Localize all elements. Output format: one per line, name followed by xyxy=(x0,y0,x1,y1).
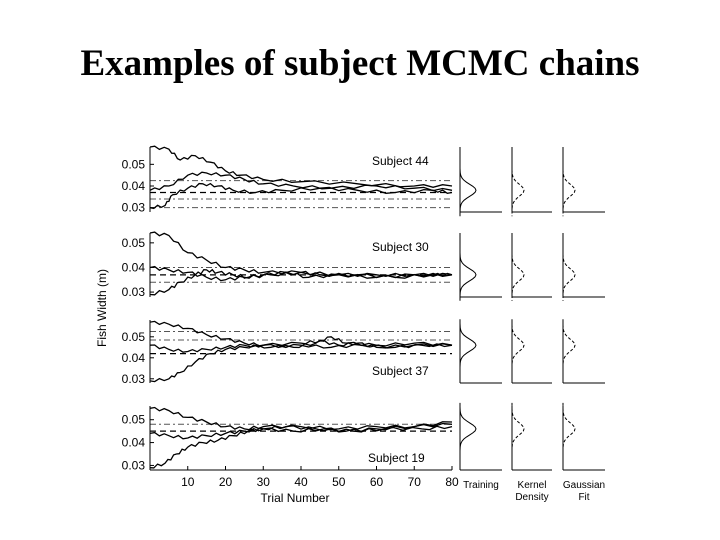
chain-series xyxy=(149,343,453,353)
x-axis-label: Trial Number xyxy=(261,491,330,505)
y-tick-label: 0.03 xyxy=(122,372,146,386)
slide-title: Examples of subject MCMC chains xyxy=(80,43,640,84)
density-curve xyxy=(562,164,576,217)
density-curve xyxy=(511,164,525,217)
density-label-fit: Fit xyxy=(578,492,589,503)
density-curve xyxy=(511,402,525,455)
panel-4 xyxy=(149,402,605,471)
density-label-density: Density xyxy=(515,492,548,503)
chain-series xyxy=(149,425,453,440)
chain-series xyxy=(149,231,453,277)
chain-series xyxy=(149,336,453,383)
y-tick-label: 0.05 xyxy=(122,413,146,427)
density-label-training: Training xyxy=(463,480,499,491)
x-tick-label: 40 xyxy=(294,475,308,489)
density-curve xyxy=(459,164,477,217)
y-tick-label: 0.03 xyxy=(122,285,146,299)
subject-label: Subject 19 xyxy=(368,451,425,465)
density-curve xyxy=(562,402,576,455)
density-curve xyxy=(562,248,576,301)
y-tick-label: 0.04 xyxy=(122,260,146,274)
y-tick-label: 0.04 xyxy=(122,436,146,450)
x-tick-label: 70 xyxy=(408,475,422,489)
density-curve xyxy=(459,248,477,301)
y-tick-label: 0.05 xyxy=(122,236,146,250)
x-tick-label: 20 xyxy=(219,475,233,489)
y-tick-label: 0.05 xyxy=(122,157,146,171)
panel-1 xyxy=(149,145,605,217)
subject-label: Subject 44 xyxy=(372,154,429,168)
panel-2 xyxy=(149,231,605,301)
chain-series xyxy=(149,171,453,192)
y-tick-label: 0.04 xyxy=(122,351,146,365)
subject-label: Subject 30 xyxy=(372,240,429,254)
density-label-kernel: Kernel xyxy=(518,480,547,491)
y-axis-label: Fish Width (m) xyxy=(95,269,109,347)
y-tick-label: 0.03 xyxy=(122,201,146,215)
density-curve xyxy=(511,319,525,372)
y-tick-label: 0.05 xyxy=(122,330,146,344)
density-curve xyxy=(562,319,576,372)
x-tick-label: 60 xyxy=(370,475,384,489)
density-curve xyxy=(511,248,525,301)
subject-label: Subject 37 xyxy=(372,364,429,378)
density-label-gaussian: Gaussian xyxy=(563,480,605,491)
y-tick-label: 0.03 xyxy=(122,458,146,472)
density-curve xyxy=(459,319,477,372)
density-curve xyxy=(459,402,477,455)
x-tick-label: 30 xyxy=(257,475,271,489)
chain-series xyxy=(149,406,453,431)
chain-series xyxy=(149,265,453,282)
x-tick-label: 10 xyxy=(181,475,195,489)
x-tick-label: 50 xyxy=(332,475,346,489)
y-tick-label: 0.04 xyxy=(122,179,146,193)
chain-series xyxy=(149,182,453,210)
x-tick-label: 80 xyxy=(445,475,459,489)
panel-3 xyxy=(149,319,605,384)
